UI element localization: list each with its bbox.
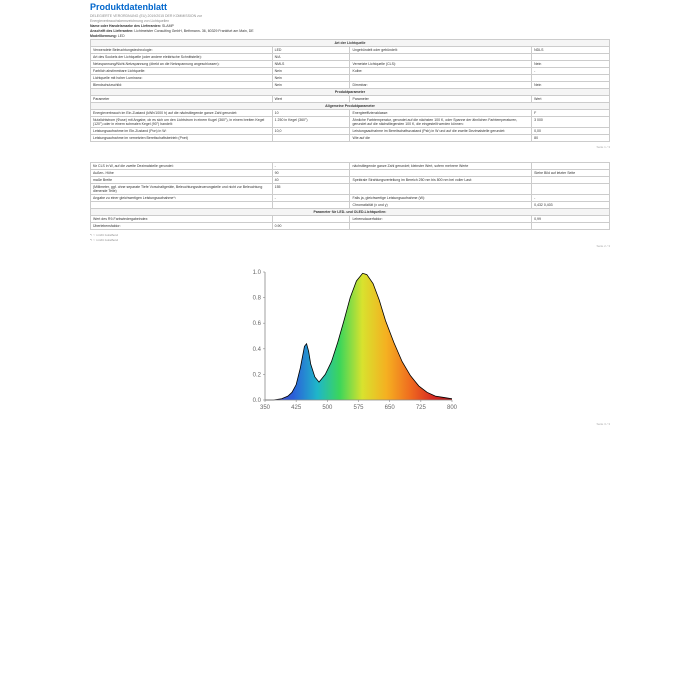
svg-text:350: 350	[260, 405, 271, 411]
table-row: Energieverbrauch im Ein-Zustand (kWh/100…	[91, 110, 610, 117]
page-title: Produktdatenblatt	[90, 2, 610, 12]
table-row: Angabe zu einer gleichwertigen Leistungs…	[91, 195, 610, 202]
supplier-label: Name oder Handelsmarke des Lieferanten:	[90, 24, 161, 28]
page-number-2: Seite 2 / 3	[90, 244, 610, 248]
regulation-line: DELEGIERTE VERORDNUNG (EU) 2019/2015 DER…	[90, 14, 610, 18]
address-value: Lichtmeister Consulting GmbH, Bethmann- …	[134, 29, 253, 33]
table-row: Leistungsaufnahme im vernetzten Bereitsc…	[91, 135, 610, 142]
allg-header: Allgemeine Produktparameter	[91, 103, 610, 110]
svg-text:425: 425	[291, 405, 302, 411]
table-row: Überlebensfaktor:0.90	[91, 223, 610, 230]
params-table-2: für CLS in W, auf die zweite Dezimalstel…	[90, 162, 610, 230]
table-row: (Millimeter, ggf. ohne separate Tiefe Vo…	[91, 184, 610, 195]
footnote-2: *² '-' i nicht zutreffend	[90, 238, 610, 242]
type-table: Art der Lichtquelle Verwendete Beleuchtu…	[90, 39, 610, 142]
spectrum-curve: 0.0 0.2 0.4 0.6 0.8 1.0 350 425 500 575 650 725 800	[240, 266, 460, 416]
table-row: Verwendete Beleuchtungstechnologie:LEDUn…	[91, 47, 610, 54]
ledoled-header: Parameter für LED- und OLED-Lichtquellen…	[91, 209, 610, 216]
supplier-value: SLAMP	[162, 24, 174, 28]
regulation-sub: Energieverbrauchskennzeichnung von Licht…	[90, 19, 610, 23]
table-row: Blendschutzschild:NeinDimmbar:Nein	[91, 82, 610, 89]
table-row: maße Breite40Spektrale Strahlungsverteil…	[91, 177, 610, 184]
svg-text:1.0: 1.0	[253, 270, 262, 276]
svg-text:0.6: 0.6	[253, 321, 262, 327]
table-row: Nutzlichtstrom (Φuse) mit Angabe, ob es …	[91, 117, 610, 128]
address-line: Anschrift des Lieferanten: Lichtmeister …	[90, 29, 610, 33]
spectral-chart: 0.0 0.2 0.4 0.6 0.8 1.0 350 425 500 575 650 725 800	[90, 266, 610, 416]
table-row: ParameterWertParameterWert	[91, 96, 610, 103]
table-row: Netzspannung/Nicht-Netzspannung (direkt …	[91, 61, 610, 68]
table-row: Farblich abstimmbare Lichtquelle:NeinKol…	[91, 68, 610, 75]
svg-text:0.2: 0.2	[253, 372, 262, 378]
svg-text:575: 575	[353, 405, 364, 411]
address-label: Anschrift des Lieferanten:	[90, 29, 133, 33]
supplier-line: Name oder Handelsmarke des Lieferanten: …	[90, 24, 610, 28]
svg-text:650: 650	[385, 405, 396, 411]
type-header: Art der Lichtquelle	[91, 40, 610, 47]
svg-text:0.4: 0.4	[253, 347, 262, 353]
table-row: Außen- Höhe90Siehe Bild auf letzter Seit…	[91, 170, 610, 177]
page-number-1: Seite 1 / 3	[90, 145, 610, 149]
table-row: Wert des R9-Farbwiedergabeindex:Lebensda…	[91, 216, 610, 223]
svg-text:500: 500	[322, 405, 333, 411]
params-header: Produktparameter	[91, 89, 610, 96]
table-row: für CLS in W, auf die zweite Dezimalstel…	[91, 163, 610, 170]
table-row: Chromatizität (x und y)0,432 0,403	[91, 202, 610, 209]
svg-text:0.8: 0.8	[253, 296, 262, 302]
footnote-1: *¹ '-' i nicht zutreffend	[90, 233, 610, 237]
model-label: Modellkennung:	[90, 34, 117, 38]
svg-text:0.0: 0.0	[253, 398, 262, 404]
model-line: Modellkennung: LED	[90, 34, 610, 38]
svg-text:725: 725	[416, 405, 427, 411]
table-row: Leistungsaufnahme im Ein-Zustand (Pon) i…	[91, 128, 610, 135]
page-number-3: Seite 3 / 3	[90, 422, 610, 426]
model-value: LED	[118, 34, 125, 38]
svg-text:800: 800	[447, 405, 458, 411]
table-row: Lichtquelle mit hoher Luminanz:Nein	[91, 75, 610, 82]
table-row: Art des Sockels der Lichtquelle (oder an…	[91, 54, 610, 61]
